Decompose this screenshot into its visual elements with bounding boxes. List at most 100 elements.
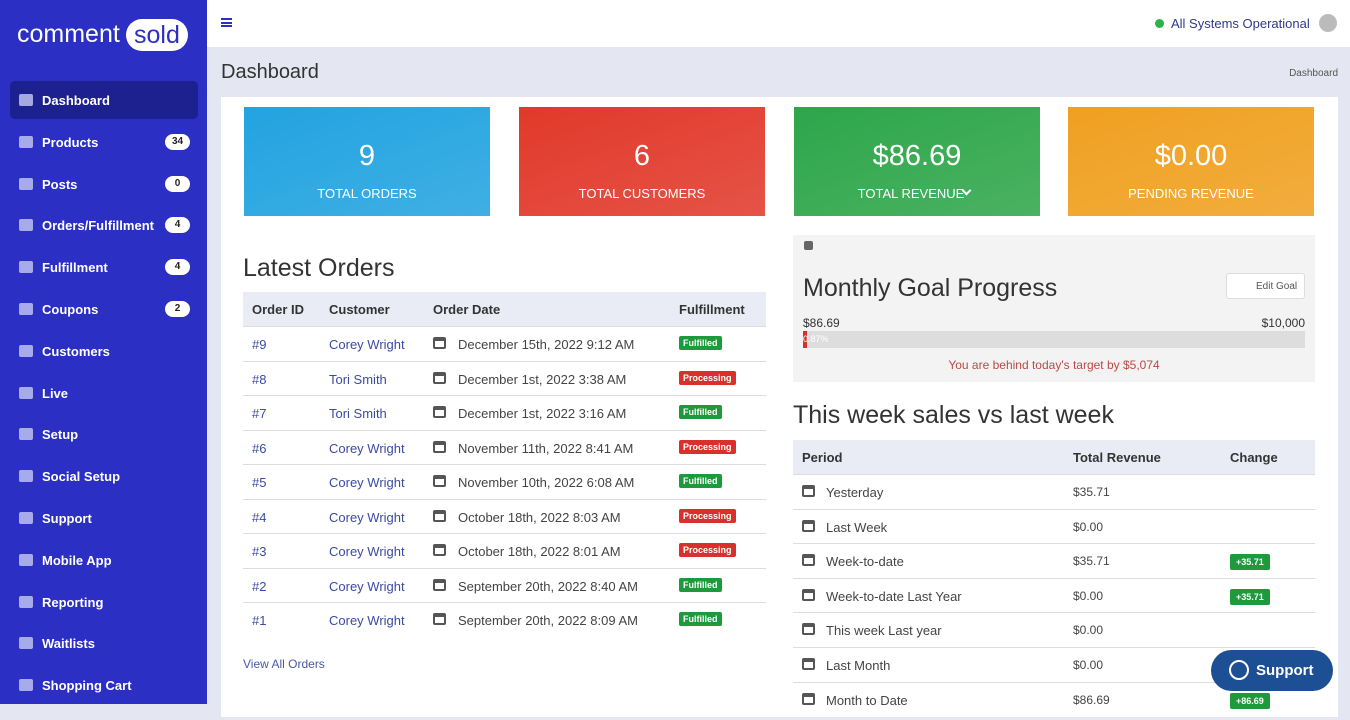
period: Week-to-date <box>826 554 904 570</box>
nav-label: Setup <box>42 427 79 443</box>
order-id[interactable]: #8 <box>252 371 267 387</box>
nav-item[interactable]: Support <box>10 499 198 537</box>
stat-label: TOTAL CUSTOMERS <box>578 186 706 201</box>
calendar-icon <box>433 337 446 349</box>
order-id[interactable]: #6 <box>252 440 267 456</box>
period: Last Week <box>826 519 888 535</box>
info-icon[interactable] <box>1319 14 1337 32</box>
weekly-row: This week Last year $0.00 <box>793 612 1315 647</box>
weekly-row: Week-to-date $35.71 +35.71 <box>793 543 1315 578</box>
period: Last Month <box>826 658 891 673</box>
breadcrumb[interactable]: Dashboard <box>1289 68 1338 79</box>
view-all-link[interactable]: View All Orders <box>243 657 325 671</box>
stat-card: $86.69 TOTAL REVENUE <box>794 107 1040 216</box>
menu-toggle[interactable] <box>221 18 232 27</box>
nav-item[interactable]: Fulfillment 4 <box>10 248 198 286</box>
order-id[interactable]: #7 <box>252 406 267 421</box>
status-badge: Fulfilled <box>679 577 722 592</box>
revenue: $35.71 <box>1073 554 1110 569</box>
brand-comment: comment <box>17 20 120 48</box>
brand-sold: sold <box>126 19 188 51</box>
section-title: Latest Orders <box>243 254 395 282</box>
edit-goal-button[interactable]: Edit Goal <box>1226 273 1305 299</box>
nav-item[interactable]: Mobile App <box>10 541 198 579</box>
calendar-icon <box>433 440 446 453</box>
nav-item[interactable]: Orders/Fulfillment 4 <box>10 206 198 244</box>
customer-link[interactable]: Corey Wright <box>329 440 405 456</box>
customer-link[interactable]: Corey Wright <box>329 337 405 352</box>
nav-item[interactable]: Coupons 2 <box>10 290 198 328</box>
nav-label: Products <box>42 134 99 150</box>
customer-link[interactable]: Tori Smith <box>329 406 387 421</box>
calendar-icon <box>802 692 815 705</box>
period: Week-to-date Last Year <box>826 588 962 604</box>
calendar-icon <box>802 485 815 497</box>
nav-item[interactable]: Dashboard <box>10 81 198 119</box>
column-header: Order Date <box>433 302 501 317</box>
nav-label: Mobile App <box>42 552 112 568</box>
nav-item[interactable]: Reporting <box>10 583 198 621</box>
nav-item[interactable]: Setup <box>10 415 198 453</box>
lock-icon <box>804 241 813 250</box>
order-date: November 11th, 2022 8:41 AM <box>458 440 634 456</box>
period: Yesterday <box>826 485 884 500</box>
nav-item[interactable]: Social Setup <box>10 457 198 495</box>
stat-value: 9 <box>358 140 376 172</box>
order-id[interactable]: #4 <box>252 509 267 525</box>
customer-link[interactable]: Corey Wright <box>329 613 405 628</box>
stat-label[interactable]: TOTAL REVENUE <box>857 186 965 201</box>
nav-item[interactable]: Waitlists <box>10 624 198 662</box>
calendar-icon <box>433 613 446 625</box>
weekly-row: Last Week $0.00 <box>793 508 1315 544</box>
customer-link[interactable]: Corey Wright <box>329 544 405 559</box>
nav-item[interactable]: Shopping Cart <box>10 666 198 704</box>
nav-item[interactable]: Products 34 <box>10 123 198 161</box>
period: Month to Date <box>826 692 908 708</box>
nav-label: Waitlists <box>42 636 95 652</box>
column-header: Order ID <box>252 302 305 317</box>
calendar-icon <box>433 371 446 384</box>
nav-item[interactable]: Customers <box>10 332 198 370</box>
nav-label: Live <box>42 385 69 401</box>
nav-badge: 4 <box>165 259 190 276</box>
goal-title: Monthly Goal Progress <box>803 274 1058 302</box>
order-row: #9 Corey Wright December 15th, 2022 9:12 A… <box>243 326 766 361</box>
change-badge: +86.69 <box>1230 692 1270 709</box>
order-id[interactable]: #1 <box>252 613 267 628</box>
weekly-row: Week-to-date Last Year $0.00 +35.71 <box>793 577 1315 613</box>
nav-icon <box>19 261 33 274</box>
page-title: Dashboard <box>221 61 319 83</box>
nav-label: Fulfillment <box>42 260 108 276</box>
order-id[interactable]: #9 <box>252 337 267 352</box>
stat-card: 6 TOTAL CUSTOMERS <box>519 107 765 216</box>
nav-item[interactable]: Live <box>10 374 198 412</box>
change-badge: +35.71 <box>1230 554 1270 571</box>
nav-icon <box>19 553 33 566</box>
customer-link[interactable]: Corey Wright <box>329 578 405 594</box>
calendar-icon <box>802 623 815 636</box>
order-date: November 10th, 2022 6:08 AM <box>458 475 635 490</box>
status-badge: Fulfilled <box>679 612 722 626</box>
nav-icon <box>19 470 33 483</box>
support-button[interactable]: Support <box>1211 650 1333 691</box>
customer-link[interactable]: Corey Wright <box>329 475 405 490</box>
order-id[interactable]: #2 <box>252 578 267 594</box>
progress-fill <box>803 331 808 348</box>
revenue: $0.00 <box>1073 519 1104 534</box>
order-row: #3 Corey Wright October 18th, 2022 8:01 AM… <box>243 533 766 568</box>
nav-icon <box>19 94 33 106</box>
nav-icon <box>19 637 33 650</box>
order-id[interactable]: #3 <box>252 544 267 559</box>
nav-label: Customers <box>42 343 110 359</box>
customer-link[interactable]: Corey Wright <box>329 509 405 525</box>
order-id[interactable]: #5 <box>252 475 267 490</box>
customer-link[interactable]: Tori Smith <box>329 371 387 387</box>
column-header: Change <box>1230 450 1278 465</box>
calendar-icon <box>433 475 446 487</box>
menu-toggle-mid <box>221 22 232 24</box>
calendar-icon <box>433 544 446 556</box>
status-link[interactable]: All Systems Operational <box>1171 16 1310 31</box>
revenue: $0.00 <box>1073 623 1104 638</box>
column-header: Fulfillment <box>679 302 745 317</box>
nav-item[interactable]: Posts 0 <box>10 165 198 203</box>
